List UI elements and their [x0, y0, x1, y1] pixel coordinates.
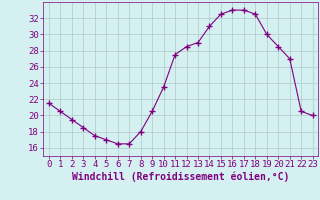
- X-axis label: Windchill (Refroidissement éolien,°C): Windchill (Refroidissement éolien,°C): [72, 172, 290, 182]
